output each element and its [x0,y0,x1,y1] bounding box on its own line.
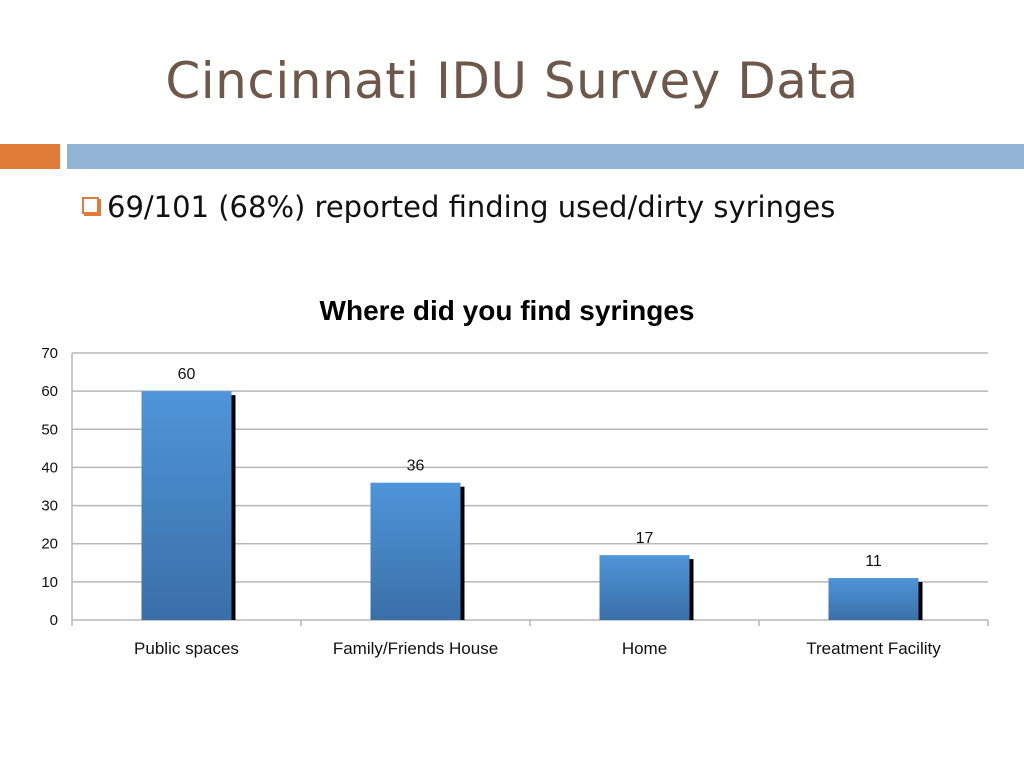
y-tick-label: 20 [41,536,58,553]
slide-title: Cincinnati IDU Survey Data [165,52,859,110]
accent-bar-orange [0,144,60,169]
y-tick-label: 30 [41,498,58,515]
x-tick-label: Family/Friends House [333,639,498,658]
data-label: 36 [407,458,425,475]
x-tick-label: Treatment Facility [806,639,941,658]
bar [828,578,919,620]
y-tick-label: 10 [41,574,58,591]
y-tick-label: 60 [41,383,58,400]
bars [141,391,923,620]
checkbox-bullet-icon [82,197,99,214]
y-tick-label: 0 [50,612,58,629]
bar [141,391,232,620]
axes [71,353,989,626]
bullet-text: 69/101 (68%) reported finding used/dirty… [107,190,836,224]
data-label: 17 [636,530,654,547]
y-tick-label: 50 [41,421,58,438]
x-tick-label: Public spaces [134,639,239,658]
labels: 0 10 20 30 40 50 60 70 60 Public spaces 36 Family/F… [41,345,941,658]
data-label: 60 [178,366,196,383]
x-tick-label: Home [622,639,667,658]
y-tick-label: 70 [41,345,58,362]
data-label: 11 [865,553,882,570]
chart-title: Where did you find syringes [320,295,695,326]
bar-chart: Where did you find syringes 0 10 20 30 40 50 6… [41,295,989,658]
bar [370,482,461,620]
accent-bar-blue [67,144,1024,169]
bullet-item: 69/101 (68%) reported finding used/dirty… [82,190,835,224]
bar [599,555,690,620]
y-tick-label: 40 [41,459,58,476]
